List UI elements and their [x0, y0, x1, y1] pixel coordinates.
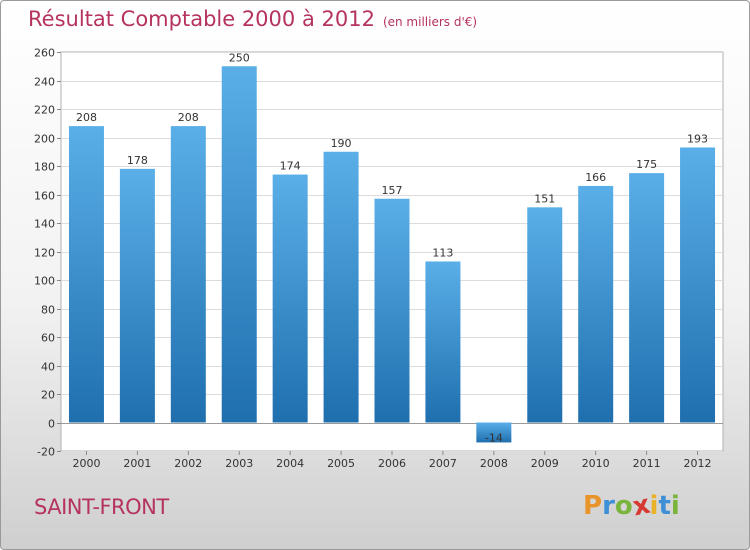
data-label: 250	[229, 51, 250, 64]
y-tick-label: 60	[41, 332, 55, 345]
chart-title: Résultat Comptable 2000 à 2012 (en millie…	[28, 7, 477, 31]
data-label: 193	[687, 132, 708, 145]
data-label: 157	[382, 184, 403, 197]
y-tick-label: 160	[34, 190, 55, 203]
x-tick-label: 2002	[174, 457, 202, 470]
x-tick-label: 2012	[684, 457, 712, 470]
x-tick-label: 2008	[480, 457, 508, 470]
logo-letter: i	[670, 491, 680, 521]
y-tick-label: 40	[41, 361, 55, 374]
bar	[680, 147, 716, 423]
logo-letter: P	[583, 491, 603, 521]
x-tick-label: 2006	[378, 457, 406, 470]
bar	[425, 261, 461, 423]
proxiti-logo: Proxiti	[583, 490, 680, 523]
data-label: 208	[178, 111, 199, 124]
y-tick-label: 140	[34, 218, 55, 231]
logo-letter: r	[602, 491, 615, 521]
city-name: SAINT-FRONT	[34, 495, 169, 519]
data-label: 208	[76, 111, 97, 124]
y-tick-label: 240	[34, 76, 55, 89]
x-tick-label: 2003	[225, 457, 253, 470]
bar	[221, 66, 257, 423]
logo-letter: i	[649, 491, 659, 521]
y-tick-label: 220	[34, 104, 55, 117]
bar	[170, 126, 206, 423]
data-label: 175	[636, 158, 657, 171]
bar	[527, 207, 563, 423]
x-tick-label: 2009	[531, 457, 559, 470]
bar	[119, 168, 155, 423]
y-tick-label: 20	[41, 389, 55, 402]
y-tick-label: 260	[34, 47, 55, 60]
y-tick-label: 180	[34, 161, 55, 174]
x-tick-label: 2007	[429, 457, 457, 470]
data-label: -14	[485, 431, 503, 444]
bar	[68, 126, 104, 423]
chart-subtitle: (en milliers d'€)	[382, 15, 478, 29]
x-tick-label: 2011	[633, 457, 661, 470]
data-label: 190	[331, 137, 352, 150]
data-label: 113	[432, 246, 453, 259]
bar	[476, 422, 512, 443]
bar	[578, 185, 614, 423]
x-tick-label: 2001	[123, 457, 151, 470]
x-tick-label: 2005	[327, 457, 355, 470]
y-tick-label: 200	[34, 133, 55, 146]
bar	[323, 151, 359, 423]
x-tick-label: 2000	[72, 457, 100, 470]
data-label: 178	[127, 154, 148, 167]
y-tick-label: -20	[37, 446, 55, 459]
y-tick-label: 120	[34, 247, 55, 260]
bar	[629, 173, 665, 423]
logo-letter: t	[658, 491, 671, 521]
data-label: 166	[585, 171, 606, 184]
data-label: 151	[534, 192, 555, 205]
logo-letter: o	[614, 491, 633, 521]
bar	[272, 174, 308, 423]
y-tick-label: 80	[41, 304, 55, 317]
bar	[374, 198, 410, 423]
chart-title-text: Résultat Comptable 2000 à 2012	[28, 7, 375, 31]
x-tick-label: 2010	[582, 457, 610, 470]
y-tick-label: 100	[34, 275, 55, 288]
data-label: 174	[280, 160, 301, 173]
y-tick-label: 0	[48, 418, 55, 431]
x-tick-label: 2004	[276, 457, 304, 470]
